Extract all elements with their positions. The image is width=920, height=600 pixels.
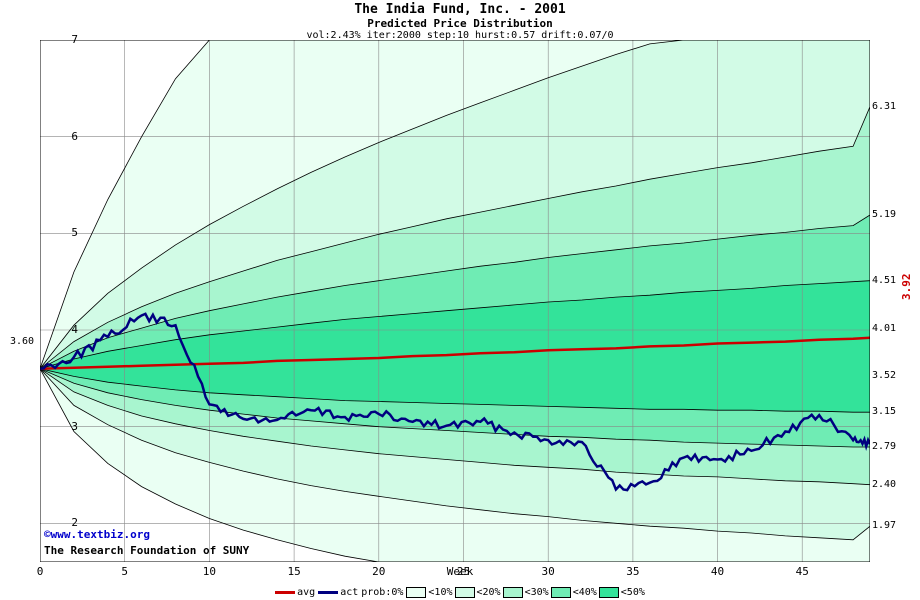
chart-legend: avg act prob:0% <10% <20% <30% <40% <50% <box>0 587 920 598</box>
y-tick: 4 <box>71 323 78 336</box>
legend-avg: avg <box>275 587 315 598</box>
outline-band_30_upper <box>40 106 870 370</box>
actual-price-line <box>40 312 870 492</box>
outline-band_20_lower <box>40 368 870 541</box>
x-tick: 10 <box>202 565 216 578</box>
outline-band_30_lower <box>40 368 870 486</box>
outline-band_40_upper <box>40 214 870 370</box>
average-line <box>40 336 870 370</box>
x-tick: 40 <box>710 565 725 578</box>
band-swatch-3 <box>550 587 571 598</box>
outline-band_10_lower <box>40 368 870 562</box>
x-axis-label: Week <box>446 565 474 578</box>
band-swatch-1 <box>454 587 475 598</box>
right-label: 6.31 <box>872 100 897 112</box>
y-tick: 5 <box>71 226 78 240</box>
outline-band_20_upper <box>40 40 870 369</box>
x-tick: 20 <box>372 565 386 578</box>
band-swatch-4 <box>598 587 619 598</box>
right-label: 4.51 <box>872 274 897 286</box>
x-tick: 5 <box>121 565 128 578</box>
avg-line-swatch <box>275 591 296 594</box>
chart-subtitle: Predicted Price Distribution <box>367 17 553 30</box>
legend-act: act <box>318 587 358 598</box>
chart-parameters: vol:2.43% iter:2000 step:10 hurst:0.57 d… <box>306 30 614 41</box>
x-tick: 45 <box>795 565 809 578</box>
legend-prob-label: prob:0% <box>361 587 404 598</box>
band-4 <box>40 280 870 413</box>
y-tick: 7 <box>71 33 78 46</box>
x-tick: 35 <box>626 565 640 578</box>
band-swatch-2 <box>502 587 523 598</box>
right-label: 2.40 <box>872 478 897 490</box>
act-line-swatch <box>318 591 339 594</box>
final-price-vertical-label: 3.92 <box>900 273 913 301</box>
start-price-label: 3.60 <box>10 336 35 347</box>
band-legend-label-4: <50% <box>620 587 645 598</box>
x-tick: 15 <box>287 565 301 578</box>
right-label: 2.79 <box>872 440 897 452</box>
right-label: 5.19 <box>872 208 897 220</box>
right-label: 3.15 <box>872 406 897 418</box>
x-tick: 25 <box>456 565 471 578</box>
band-legend-label-2: <30% <box>524 587 549 598</box>
outline-band_40_lower <box>40 368 870 448</box>
x-tick: 30 <box>541 565 555 578</box>
y-tick: 6 <box>71 129 78 143</box>
probability-bands <box>40 40 870 562</box>
right-label: 1.97 <box>872 520 897 532</box>
right-label: 4.01 <box>872 323 897 335</box>
band-swatch-0 <box>406 587 427 598</box>
chart-title: The India Fund, Inc. - 2001 <box>354 2 566 17</box>
outline-band_50_lower <box>40 368 870 413</box>
legend-act-label: act <box>340 587 359 598</box>
legend-avg-label: avg <box>297 587 316 598</box>
plot-area <box>40 40 870 562</box>
right-label: 3.52 <box>872 370 897 382</box>
band-legend-label-3: <40% <box>572 587 597 598</box>
band-legend-label-1: <20% <box>476 587 501 598</box>
y-tick: 2 <box>71 516 78 530</box>
legend-bands: <10% <20% <30% <40% <50% <box>406 587 645 598</box>
y-tick: 3 <box>71 419 78 433</box>
band-legend-label-0: <10% <box>428 587 453 598</box>
credit-website: ©www.textbiz.org <box>44 528 150 541</box>
outline-band_10_upper <box>40 40 870 369</box>
x-tick: 0 <box>36 565 44 578</box>
